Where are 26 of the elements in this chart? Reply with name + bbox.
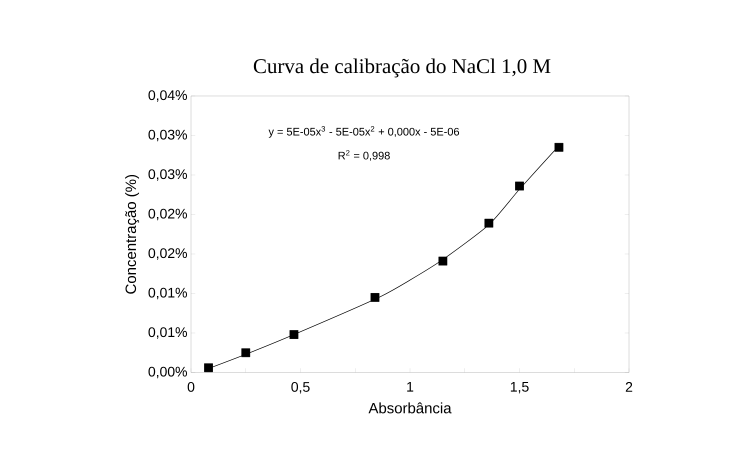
point [204,363,213,372]
point [484,218,494,228]
x-tick-label: 0,5 [291,382,310,394]
point [515,182,524,190]
point [554,142,564,152]
y-tick-label: 0,04% [148,90,187,102]
x-axis-title: Absorbância [368,402,452,414]
y-tick-label: 0,02% [148,248,187,260]
y-tick-label: 0,01% [148,327,187,339]
x-tick-label: 1 [407,382,414,392]
y-tick-label: 0,00% [148,366,187,378]
y-tick-label: 0,01% [148,288,187,300]
x-tick-label: 0 [188,382,194,392]
annotation: R$^{2}$ = 0,998 [338,150,390,161]
point [290,330,298,339]
chart-title: Curva de calibração do NaCl 1,0 M [254,58,550,78]
x-tick-label: 2 [626,382,632,392]
point [241,348,250,358]
point [438,256,448,266]
y-tick-label: 0,02% [148,208,187,220]
x-tick-label: 1,5 [510,382,529,394]
y-axis-title: Concentração (%) [125,174,140,294]
point [370,293,380,302]
y-tick-label: 0,03% [148,130,187,142]
y-tick-label: 0,03% [148,169,187,181]
annotation: y = 5E-05x$^{3}$ - 5E-05x$^{2}$ + 0,000x - 5E-06 [268,126,460,138]
